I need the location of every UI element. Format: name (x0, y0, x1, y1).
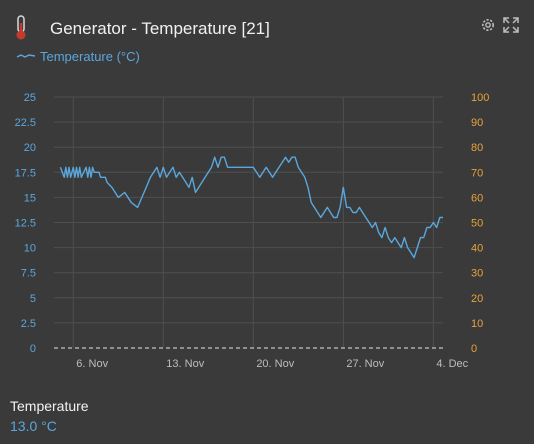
y-tick-label-right: 50 (471, 218, 483, 230)
x-tick-label: 27. Nov (346, 358, 384, 370)
y-tick-label-right: 10 (471, 318, 483, 330)
y-tick-label-left: 17.5 (15, 167, 36, 179)
line-series-icon (16, 54, 36, 58)
y-tick-label-right: 60 (471, 192, 483, 204)
y-tick-label-left: 12.5 (15, 218, 36, 230)
widget-header: Generator - Temperature [21] Temperature… (0, 0, 534, 70)
legend-item-temperature[interactable]: Temperature (°C) (16, 48, 140, 64)
y-tick-label-left: 5 (30, 293, 36, 305)
x-tick-label: 4. Dec (436, 358, 468, 370)
y-tick-label-left: 2.5 (21, 318, 36, 330)
series-line-temperature (59, 156, 443, 259)
y-axis-left: 0 2.5 5 7.5 10 12.5 15 17.5 20 22.5 25 (15, 92, 36, 355)
temperature-line-chart: 0 2.5 5 7.5 10 12.5 15 17.5 20 22.5 25 0 10 20 30 40 50… (15, 92, 490, 370)
y-tick-label-right: 40 (471, 243, 483, 255)
y-tick-label-right: 100 (471, 92, 489, 104)
x-tick-label: 13. Nov (166, 358, 204, 370)
y-tick-label-left: 22.5 (15, 117, 36, 129)
y-tick-label-right: 70 (471, 167, 483, 179)
y-tick-label-left: 10 (24, 243, 36, 255)
expand-icon[interactable] (503, 17, 519, 33)
gear-icon[interactable] (480, 17, 496, 33)
x-tick-label: 20. Nov (256, 358, 294, 370)
widget-title: Generator - Temperature [21] (50, 19, 270, 38)
chart-series (59, 156, 443, 259)
y-tick-label-right: 20 (471, 293, 483, 305)
y-tick-label-right: 90 (471, 117, 483, 129)
y-tick-label-right: 30 (471, 268, 483, 280)
current-value-label: Temperature (10, 398, 89, 414)
thermometer-icon (16, 15, 26, 40)
y-tick-label-left: 7.5 (21, 268, 36, 280)
legend-label: Temperature (°C) (40, 48, 140, 64)
x-tick-label: 6. Nov (76, 358, 108, 370)
chart-grid (54, 96, 443, 349)
y-tick-label-left: 25 (24, 92, 36, 104)
y-tick-label-right: 80 (471, 142, 483, 154)
current-value: 13.0 °C (10, 418, 57, 434)
y-tick-label-left: 0 (30, 343, 36, 355)
x-axis: 6. Nov 13. Nov 20. Nov 27. Nov 4. Dec (76, 358, 468, 370)
y-tick-label-left: 15 (24, 192, 36, 204)
y-axis-right: 0 10 20 30 40 50 60 70 80 90 100 (471, 92, 489, 355)
y-tick-label-right: 0 (471, 343, 477, 355)
y-tick-label-left: 20 (24, 142, 36, 154)
